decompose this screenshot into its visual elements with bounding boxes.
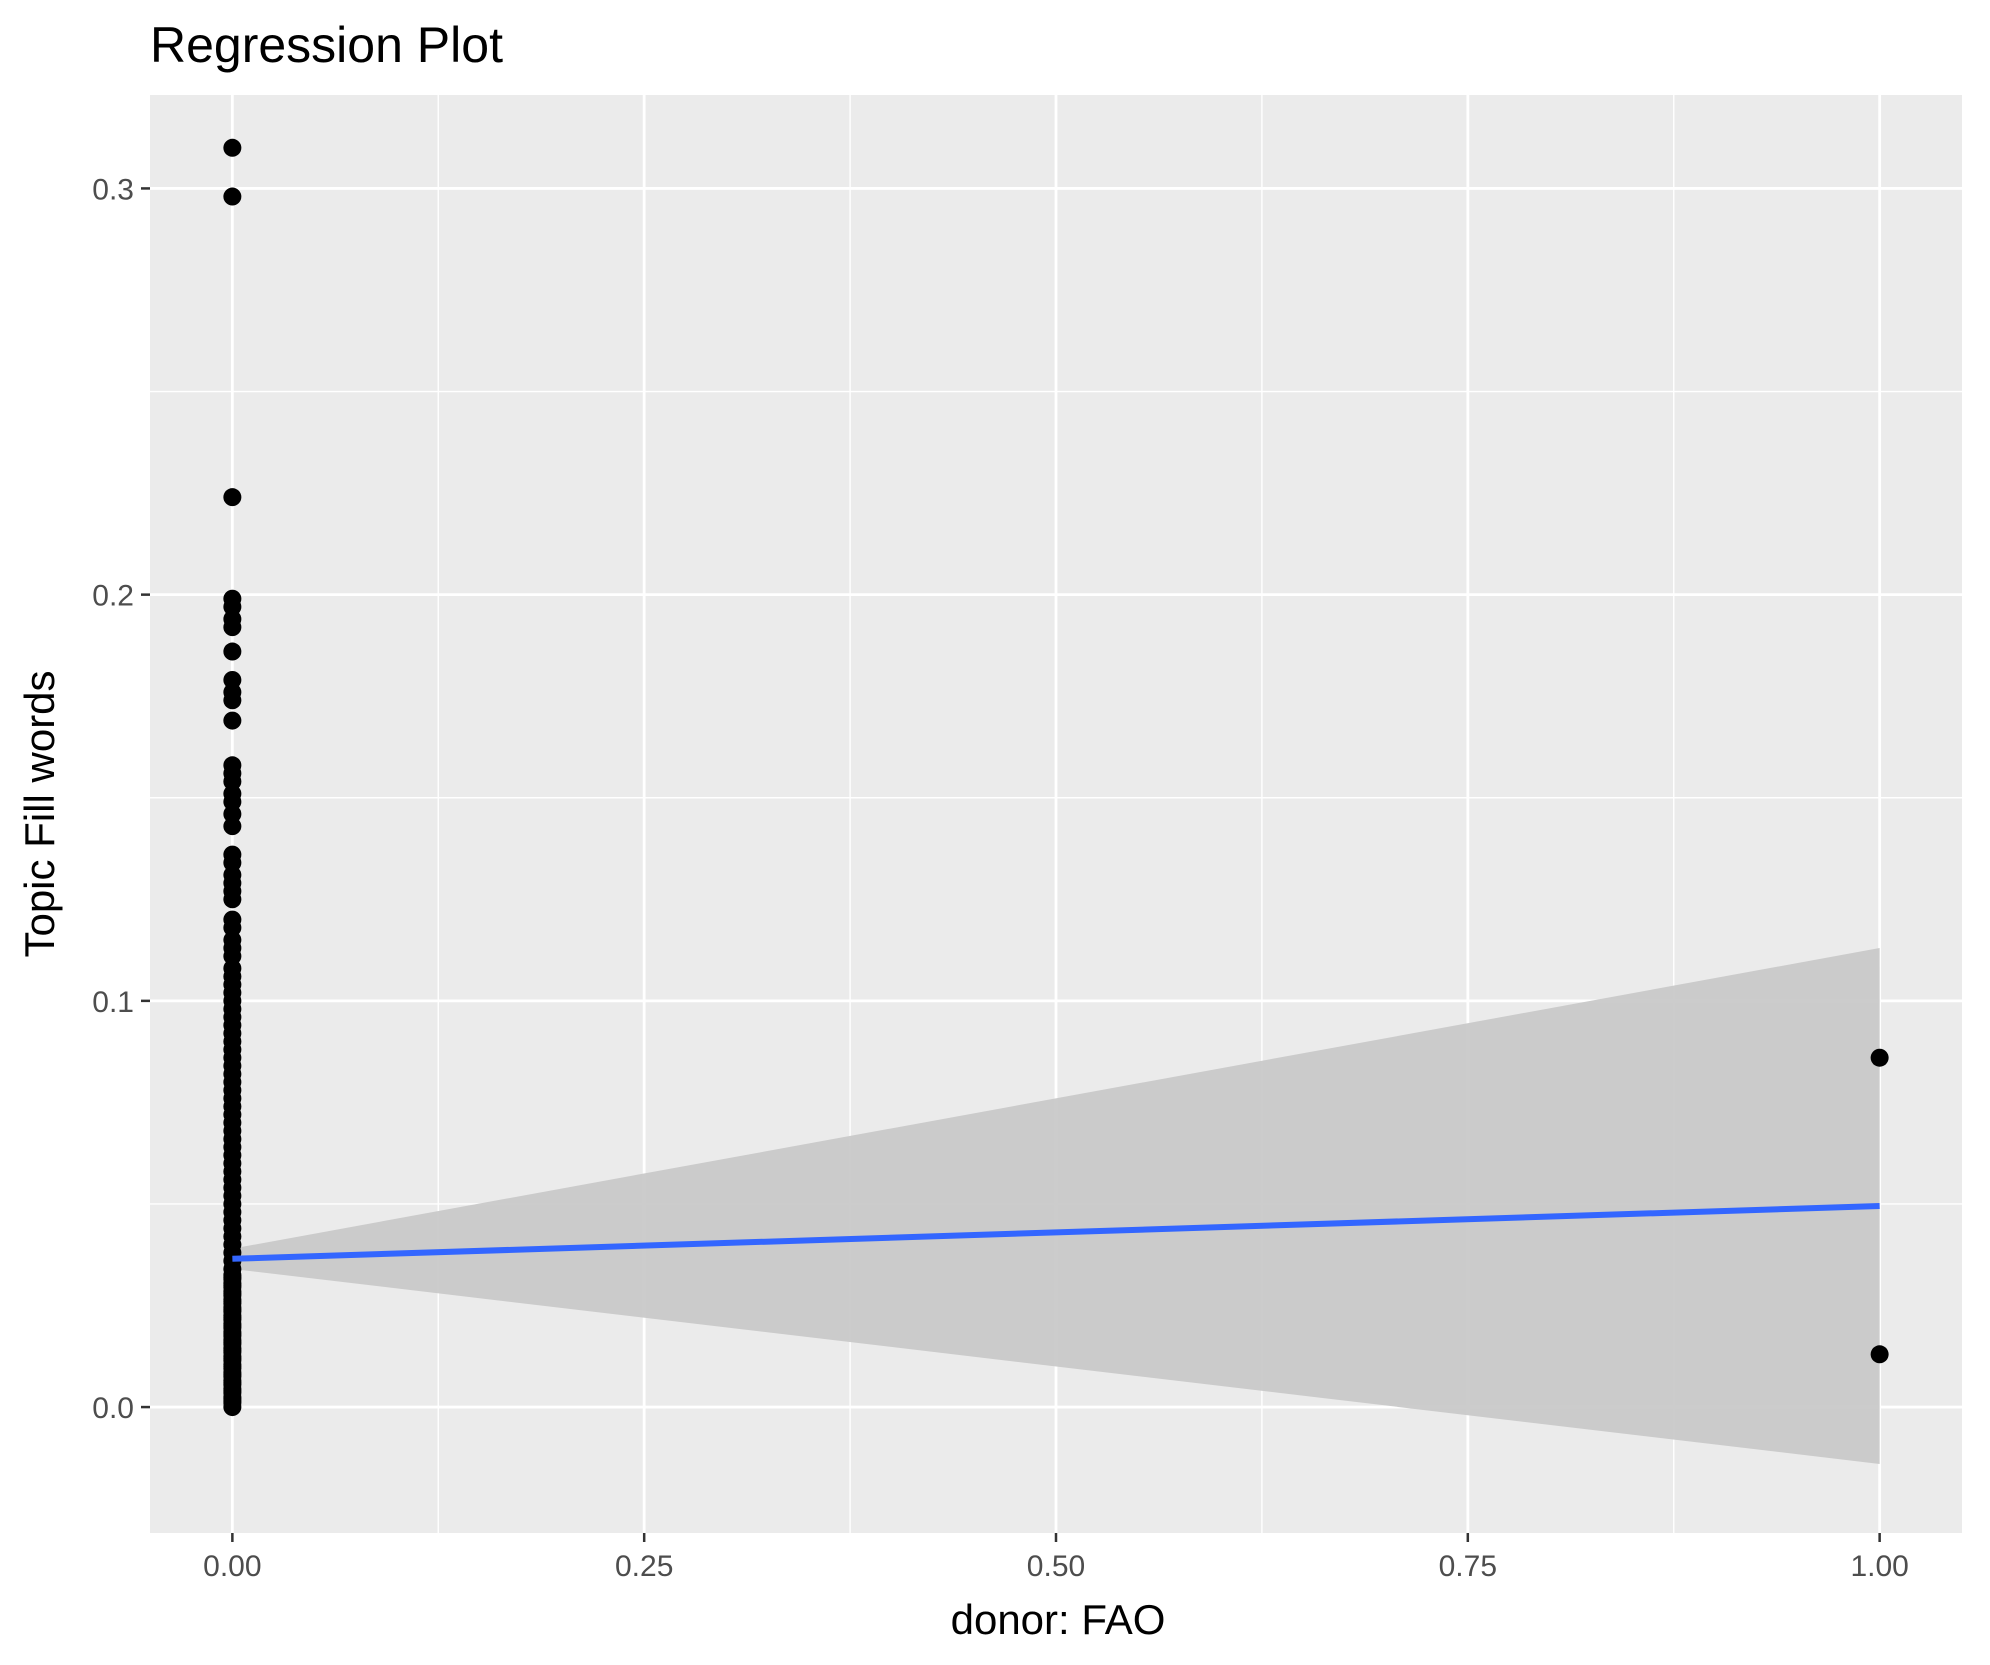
y-tick-label: 0.2 — [92, 580, 134, 613]
data-point — [223, 618, 242, 637]
y-tick-label: 0.1 — [92, 986, 134, 1019]
x-tick-label: 0.50 — [1027, 1550, 1085, 1583]
chart-title: Regression Plot — [150, 17, 503, 73]
y-tick-label: 0.3 — [92, 173, 134, 206]
data-point — [223, 890, 242, 909]
y-tick-label: 0.0 — [92, 1392, 134, 1425]
x-tick-label: 0.75 — [1439, 1550, 1497, 1583]
confidence-band-layer — [232, 948, 1880, 1464]
data-point — [223, 488, 242, 507]
x-tick-label: 0.25 — [615, 1550, 673, 1583]
data-point — [223, 711, 242, 730]
data-point — [1870, 1345, 1889, 1364]
y-axis-title: Topic Fill words — [16, 670, 63, 957]
fit-line — [232, 1202, 1880, 1262]
data-point — [223, 187, 242, 206]
data-point — [223, 817, 242, 836]
x-tick-label: 0.00 — [203, 1550, 261, 1583]
data-point — [223, 1266, 242, 1285]
x-axis: 0.00 0.25 0.50 0.75 1.00 — [203, 1533, 1909, 1583]
x-axis-title: donor: FAO — [951, 1596, 1166, 1643]
data-point — [1870, 1048, 1889, 1067]
data-point — [223, 138, 242, 157]
data-point — [223, 642, 242, 661]
y-axis: 0.0 0.1 0.2 0.3 — [92, 173, 150, 1425]
x-tick-label: 1.00 — [1850, 1550, 1908, 1583]
confidence-band — [232, 948, 1880, 1464]
fit-line-layer — [232, 1202, 1880, 1262]
data-point — [223, 691, 242, 710]
data-points — [223, 138, 1889, 1417]
